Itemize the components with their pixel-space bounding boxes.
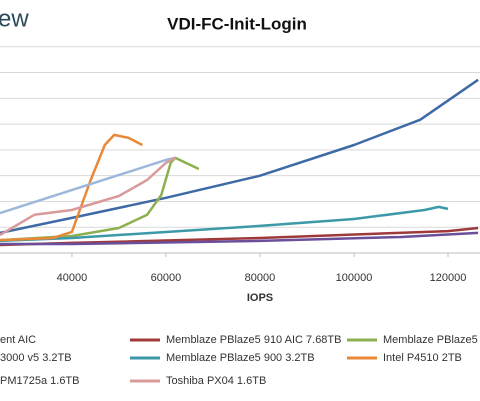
legend-label: Memblaze PBlaze5 910 AIC 7.68TB xyxy=(166,334,341,346)
legend-label: Memblaze PBlaze5 900 3.2TB xyxy=(166,352,315,364)
series-line xyxy=(0,156,176,237)
series-line xyxy=(0,133,143,242)
x-tick-label: 120000 xyxy=(430,272,467,284)
brand-logo: ew xyxy=(0,5,29,32)
x-tick-label: 100000 xyxy=(336,272,373,284)
series-line xyxy=(0,231,479,246)
legend-label: 3000 v5 3.2TB xyxy=(0,352,72,364)
legend-label: Toshiba PX04 1.6TB xyxy=(166,375,266,387)
legend-label: PM1725a 1.6TB xyxy=(0,375,80,387)
legend-label: Intel P4510 2TB xyxy=(383,352,462,364)
x-tick-label: 60000 xyxy=(151,272,182,284)
x-tick-label: 80000 xyxy=(245,272,276,284)
legend-label: ent AIC xyxy=(0,334,36,346)
x-axis-label: IOPS xyxy=(247,292,273,304)
chart-title: VDI-FC-Init-Login xyxy=(167,14,307,33)
series-line xyxy=(0,205,449,243)
x-tick-label: 40000 xyxy=(57,272,88,284)
legend-label: Memblaze PBlaze5 xyxy=(383,334,478,346)
series-line xyxy=(0,78,479,235)
